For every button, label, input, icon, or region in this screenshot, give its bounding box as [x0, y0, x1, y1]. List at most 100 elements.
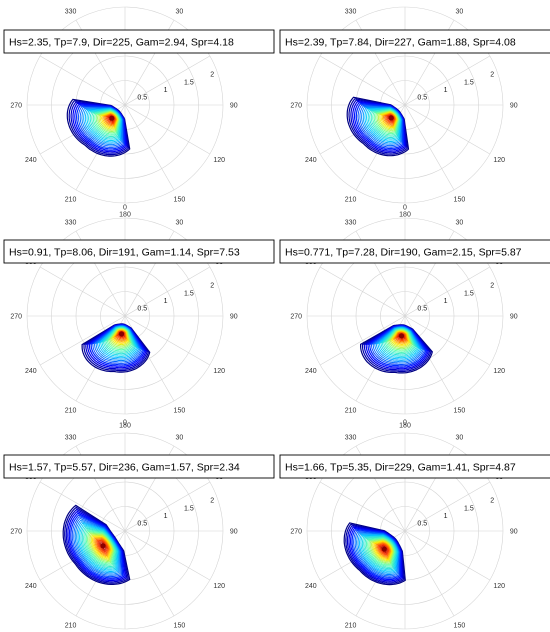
- chart-title-frame: [3, 454, 275, 479]
- angular-tick-label: 120: [213, 368, 225, 375]
- contour-level-17: [85, 530, 115, 565]
- angular-tick-labels: 0306090120150180210240270300330: [290, 420, 517, 630]
- contour-level-14: [363, 536, 397, 570]
- angular-tick-label: 120: [213, 583, 225, 590]
- radial-tick-label: 1: [444, 87, 448, 94]
- angular-grid-spoke: [404, 315, 491, 366]
- radial-tick-label: 1.5: [184, 79, 194, 86]
- angular-tick-label: 240: [25, 157, 37, 164]
- contour-level-26: [395, 332, 407, 342]
- radial-tick-labels: 0.5 1 1.5 2: [417, 498, 494, 528]
- angular-tick-label: 270: [10, 103, 22, 110]
- angular-tick-label: 0: [403, 205, 407, 212]
- polar-panel-2: 03060901201501802102402703003300.511.52H…: [279, 0, 550, 218]
- radial-tick-label: 1.5: [184, 505, 194, 512]
- angular-tick-label: 90: [510, 103, 518, 110]
- angular-tick-labels: 0306090120150180210240270300330: [10, 420, 238, 630]
- chart-title-box: Hs=0.771, Tp=7.28, Dir=190, Gam=2.15, Sp…: [279, 239, 550, 264]
- angular-tick-labels: 0306090120150180210240270300330: [10, 205, 237, 430]
- radial-tick-label: 2: [490, 283, 494, 290]
- angular-tick-label: 270: [10, 314, 22, 321]
- spectral-peak-marker: [381, 546, 387, 552]
- angular-grid-spoke: [39, 55, 126, 106]
- angular-tick-label: 150: [174, 197, 186, 204]
- angular-grid-spoke: [404, 530, 491, 581]
- contour-level-19: [88, 533, 114, 563]
- angular-tick-label: 240: [305, 583, 317, 590]
- angular-grid-spoke: [404, 55, 491, 106]
- angular-tick-label: 270: [290, 314, 302, 321]
- angular-tick-label: 150: [174, 408, 186, 415]
- radial-tick-label: 1.5: [464, 505, 474, 512]
- contour-level-26: [385, 113, 396, 124]
- radial-tick-label: 2: [210, 72, 214, 79]
- radial-tick-labels: 0.5 1 1.5 2: [137, 498, 214, 528]
- angular-tick-label: 180: [399, 211, 411, 218]
- angular-tick-label: 270: [10, 529, 22, 536]
- angular-tick-label: 240: [305, 368, 317, 375]
- contour-level-13: [361, 535, 398, 571]
- angular-tick-label: 150: [454, 408, 466, 415]
- angular-tick-label: 150: [454, 623, 466, 630]
- angular-tick-label: 30: [456, 219, 464, 226]
- angular-grid-spoke: [404, 481, 491, 532]
- angular-grid-spoke: [39, 481, 126, 532]
- angular-tick-label: 330: [65, 434, 77, 441]
- angular-tick-label: 30: [176, 219, 184, 226]
- spectrum-contours: [360, 324, 433, 374]
- angular-grid-spoke: [124, 266, 211, 317]
- angular-grid-spoke: [124, 104, 175, 191]
- chart-title: Hs=2.35, Tp=7.9, Dir=225, Gam=2.94, Spr=…: [9, 37, 234, 49]
- angular-tick-label: 120: [493, 368, 505, 375]
- radial-tick-label: 1: [164, 87, 168, 94]
- radial-tick-label: 0.5: [417, 520, 427, 527]
- radial-tick-label: 0.5: [417, 94, 427, 101]
- chart-title-frame: [279, 29, 550, 54]
- angular-tick-label: 330: [65, 8, 77, 15]
- angular-tick-label: 270: [290, 103, 302, 110]
- angular-grid-spoke: [319, 55, 406, 106]
- chart-title-box: Hs=2.35, Tp=7.9, Dir=225, Gam=2.94, Spr=…: [3, 29, 275, 54]
- contour-level-16: [84, 529, 116, 566]
- radial-tick-label: 0.5: [137, 520, 147, 527]
- radial-tick-label: 1.5: [184, 290, 194, 297]
- angular-tick-label: 330: [65, 219, 77, 226]
- radial-tick-label: 1: [164, 298, 168, 305]
- spectrum-contours: [66, 98, 131, 157]
- chart-title: Hs=0.771, Tp=7.28, Dir=190, Gam=2.15, Sp…: [285, 247, 522, 259]
- radial-tick-label: 2: [210, 498, 214, 505]
- radial-tick-label: 2: [210, 283, 214, 290]
- angular-tick-labels: 0306090120150180210240270300330: [290, 205, 517, 430]
- chart-title-frame: [3, 29, 275, 54]
- chart-title: Hs=2.39, Tp=7.84, Dir=227, Gam=1.88, Spr…: [285, 37, 516, 49]
- angular-tick-label: 270: [290, 529, 302, 536]
- angular-tick-label: 240: [305, 157, 317, 164]
- contour-level-27: [378, 544, 389, 555]
- contour-level-11: [359, 534, 399, 573]
- contour-level-27: [97, 540, 108, 553]
- angular-tick-label: 120: [493, 157, 505, 164]
- radial-tick-labels: 0.5 1 1.5 2: [137, 283, 214, 313]
- chart-title-box: Hs=1.57, Tp=5.57, Dir=236, Gam=1.57, Spr…: [3, 454, 275, 479]
- angular-tick-label: 210: [65, 408, 77, 415]
- radial-tick-label: 0.5: [137, 305, 147, 312]
- angular-tick-label: 90: [230, 529, 238, 536]
- radial-tick-label: 1: [444, 513, 448, 520]
- angular-grid-spoke: [319, 315, 406, 366]
- radial-tick-label: 1.5: [464, 79, 474, 86]
- contour-level-17: [367, 537, 396, 566]
- angular-grid-spoke: [124, 530, 211, 581]
- angular-tick-label: 330: [345, 219, 357, 226]
- contour-level-22: [92, 536, 112, 559]
- angular-tick-label: 180: [119, 422, 131, 429]
- contour-level-23: [374, 541, 392, 559]
- radial-tick-labels: 0.5 1 1.5 2: [417, 72, 494, 102]
- contour-level-26: [105, 114, 116, 124]
- radial-tick-labels: 0.5 1 1.5 2: [137, 72, 214, 102]
- polar-grid: [306, 217, 504, 415]
- angular-grid-spoke: [124, 104, 211, 155]
- angular-grid-spoke: [319, 266, 406, 317]
- chart-title-frame: [3, 239, 275, 264]
- contour-level-25: [376, 542, 391, 557]
